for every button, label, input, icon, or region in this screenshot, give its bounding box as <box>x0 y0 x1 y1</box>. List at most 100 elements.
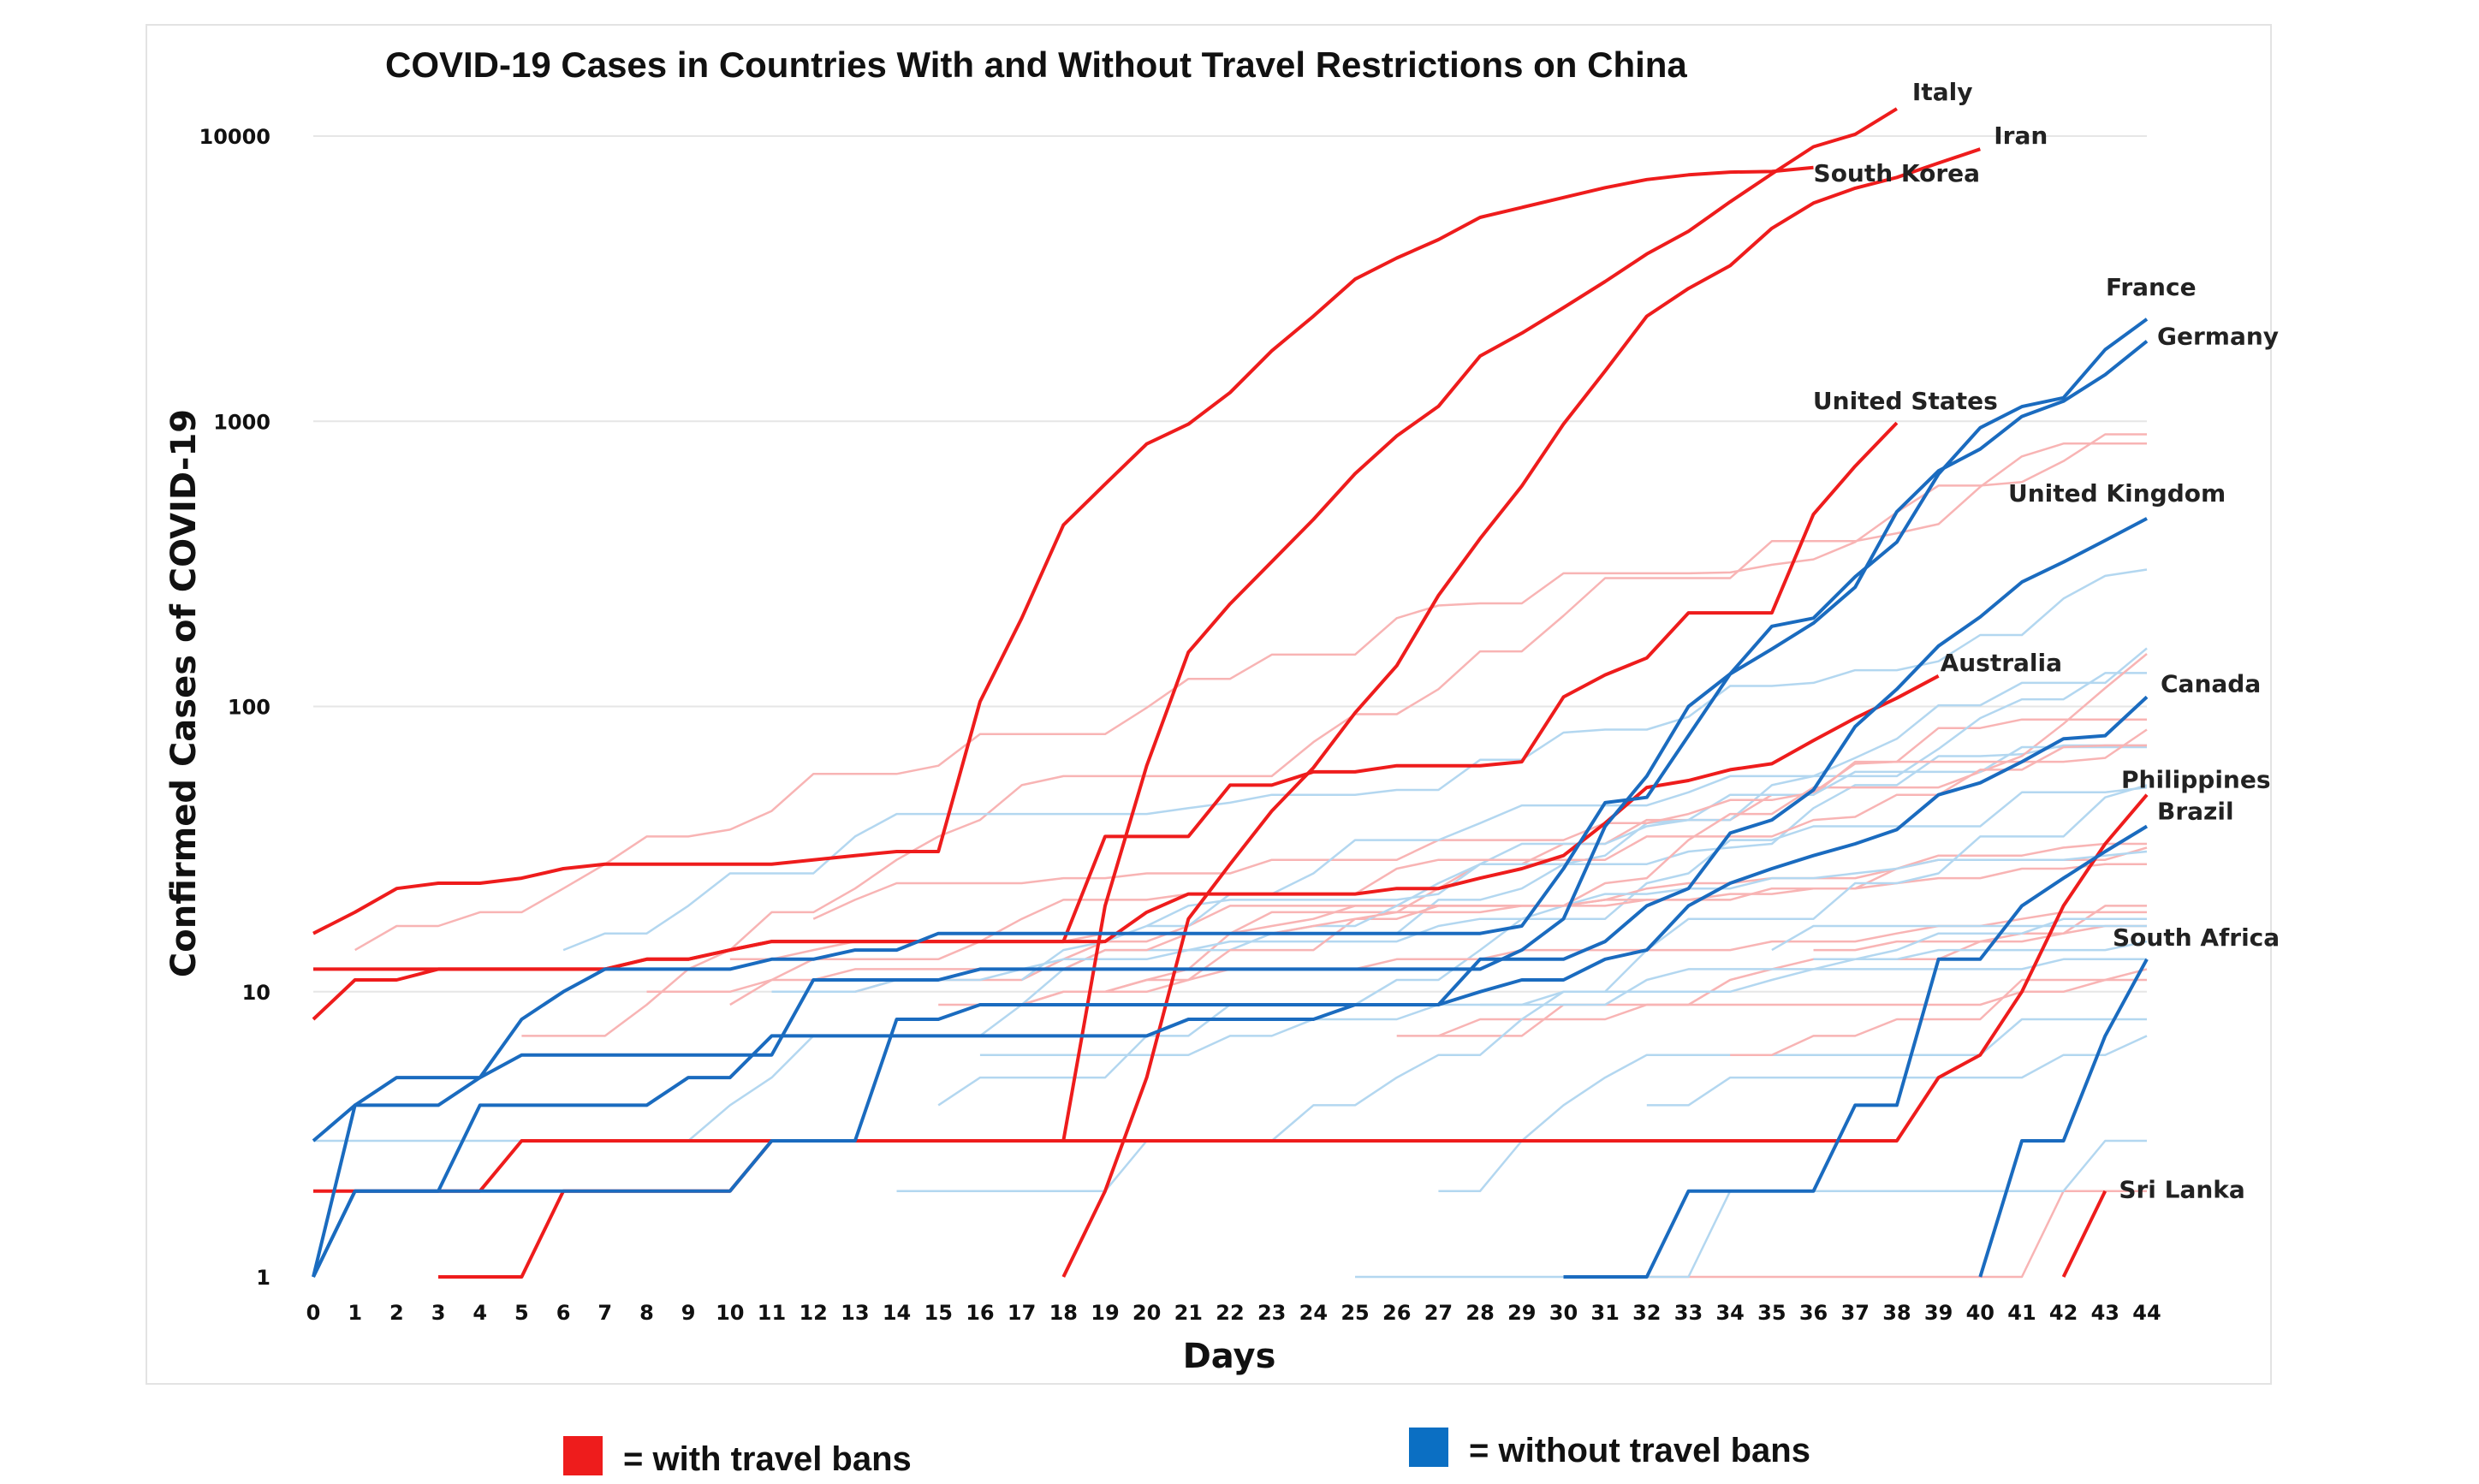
x-tick-label: 20 <box>1132 1301 1161 1325</box>
x-tick-label: 13 <box>841 1301 869 1325</box>
background-series-line <box>1771 924 2147 952</box>
x-tick-label: 39 <box>1924 1301 1953 1325</box>
x-tick-label: 42 <box>2049 1301 2078 1325</box>
y-tick-label: 10 <box>242 981 270 1005</box>
country-label-south-korea: South Korea <box>1814 159 1981 187</box>
x-tick-label: 2 <box>389 1301 404 1325</box>
background-series-line <box>1188 745 2147 935</box>
country-label-united-kingdom: United Kingdom <box>2008 479 2226 508</box>
country-label-united-states: United States <box>1813 387 1998 415</box>
x-tick-label: 44 <box>2132 1301 2161 1325</box>
series-line-south-africa <box>1978 958 2149 1278</box>
series-line-france <box>312 318 2149 1143</box>
x-tick-label: 29 <box>1507 1301 1536 1325</box>
x-tick-label: 21 <box>1174 1301 1203 1325</box>
background-series-line <box>937 786 2148 1107</box>
x-tick-label: 33 <box>1674 1301 1703 1325</box>
x-tick-label: 24 <box>1299 1301 1328 1325</box>
background-series-line <box>1813 917 2147 961</box>
country-labels: Italy Iran South Korea France Germany United … <box>1813 78 2280 1204</box>
x-tick-label: 43 <box>2091 1301 2119 1325</box>
country-label-australia: Australia <box>1941 649 2062 677</box>
x-tick-label: 1 <box>348 1301 362 1325</box>
y-tick-label: 10000 <box>199 125 271 149</box>
x-tick-label: 27 <box>1424 1301 1453 1325</box>
x-tick-label: 25 <box>1341 1301 1369 1325</box>
x-tick-label: 38 <box>1882 1301 1911 1325</box>
x-tick-label: 14 <box>883 1301 911 1325</box>
x-tick-label: 22 <box>1216 1301 1244 1325</box>
background-series-line <box>1730 968 2148 1056</box>
x-tick-label: 4 <box>473 1301 487 1325</box>
x-tick-label: 3 <box>431 1301 446 1325</box>
x-tick-label: 12 <box>799 1301 827 1325</box>
background-series-line <box>1355 1139 2147 1279</box>
country-label-south-africa: South Africa <box>2113 923 2280 952</box>
x-tick-label: 16 <box>966 1301 994 1325</box>
x-axis-ticks: 0 1 2 3 4 5 6 7 8 9 10 11 12 13 14 15 16 17 18 19 20 21 22 23 24… <box>306 1301 2161 1325</box>
legend-swatch-without-bans <box>1409 1428 1448 1467</box>
x-tick-label: 28 <box>1465 1301 1494 1325</box>
background-series-line <box>896 784 2148 1192</box>
background-series-line <box>1020 647 2148 982</box>
x-tick-label: 26 <box>1382 1301 1411 1325</box>
country-label-france: France <box>2106 273 2197 301</box>
series-line-canada <box>312 695 2149 1278</box>
x-tick-label: 40 <box>1966 1301 1994 1325</box>
x-tick-label: 34 <box>1715 1301 1744 1325</box>
series-line-australia <box>312 674 1940 1021</box>
background-series-line <box>1813 924 2147 952</box>
country-label-philippines: Philippines <box>2121 766 2271 794</box>
x-tick-label: 7 <box>597 1301 612 1325</box>
x-tick-label: 41 <box>2007 1301 2036 1325</box>
series-line-south-korea <box>312 165 1814 935</box>
background-series-line <box>812 728 2148 920</box>
country-label-iran: Iran <box>1994 122 2048 150</box>
chart-title: COVID-19 Cases in Countries With and Wit… <box>385 45 1687 85</box>
x-tick-label: 0 <box>306 1301 321 1325</box>
series-line-iran <box>1061 147 1981 1278</box>
x-tick-label: 6 <box>556 1301 571 1325</box>
x-tick-label: 23 <box>1257 1301 1286 1325</box>
legend-label-without-bans: = without travel bans <box>1469 1432 1810 1469</box>
background-series-line <box>729 863 2147 961</box>
x-tick-label: 36 <box>1799 1301 1828 1325</box>
y-tick-label: 1 <box>256 1266 270 1290</box>
legend-label-with-bans: = with travel bans <box>623 1440 912 1478</box>
x-tick-label: 9 <box>681 1301 696 1325</box>
series-line-sri-lanka <box>2061 1190 2107 1278</box>
country-label-canada: Canada <box>2161 669 2261 697</box>
series-line-brazil <box>1563 824 2149 1279</box>
y-axis-ticks: 1 10 100 1000 10000 <box>199 125 271 1290</box>
country-label-italy: Italy <box>1912 78 1973 106</box>
x-tick-label: 17 <box>1008 1301 1036 1325</box>
country-label-sri-lanka: Sri Lanka <box>2119 1176 2245 1204</box>
series-line-italy <box>1061 107 1898 1142</box>
legend-swatch-with-bans <box>563 1436 603 1475</box>
legend: = with travel bans = without travel bans <box>563 1428 1810 1478</box>
x-tick-label: 8 <box>639 1301 654 1325</box>
background-series-line <box>979 958 2147 1056</box>
chart-frame <box>146 24 2272 1385</box>
background-series-line <box>771 850 2148 994</box>
y-tick-label: 100 <box>228 696 270 720</box>
x-tick-label: 19 <box>1091 1301 1119 1325</box>
background-series-line <box>1437 978 2147 1037</box>
x-tick-label: 15 <box>924 1301 953 1325</box>
background-series-line <box>521 442 2147 1037</box>
series-line-unlabeled <box>438 1139 1606 1279</box>
highlighted-series <box>312 107 2149 1279</box>
x-tick-label: 10 <box>716 1301 744 1325</box>
x-tick-label: 11 <box>758 1301 786 1325</box>
country-label-brazil: Brazil <box>2157 798 2234 826</box>
background-series-line <box>729 744 2147 1006</box>
x-tick-label: 5 <box>514 1301 529 1325</box>
background-series-line <box>1646 1035 2148 1107</box>
background-series-line <box>313 744 2147 1143</box>
country-label-germany: Germany <box>2157 323 2279 351</box>
background-series-line <box>562 568 2148 952</box>
x-tick-label: 37 <box>1841 1301 1870 1325</box>
grid <box>313 135 2147 993</box>
x-tick-label: 18 <box>1049 1301 1078 1325</box>
